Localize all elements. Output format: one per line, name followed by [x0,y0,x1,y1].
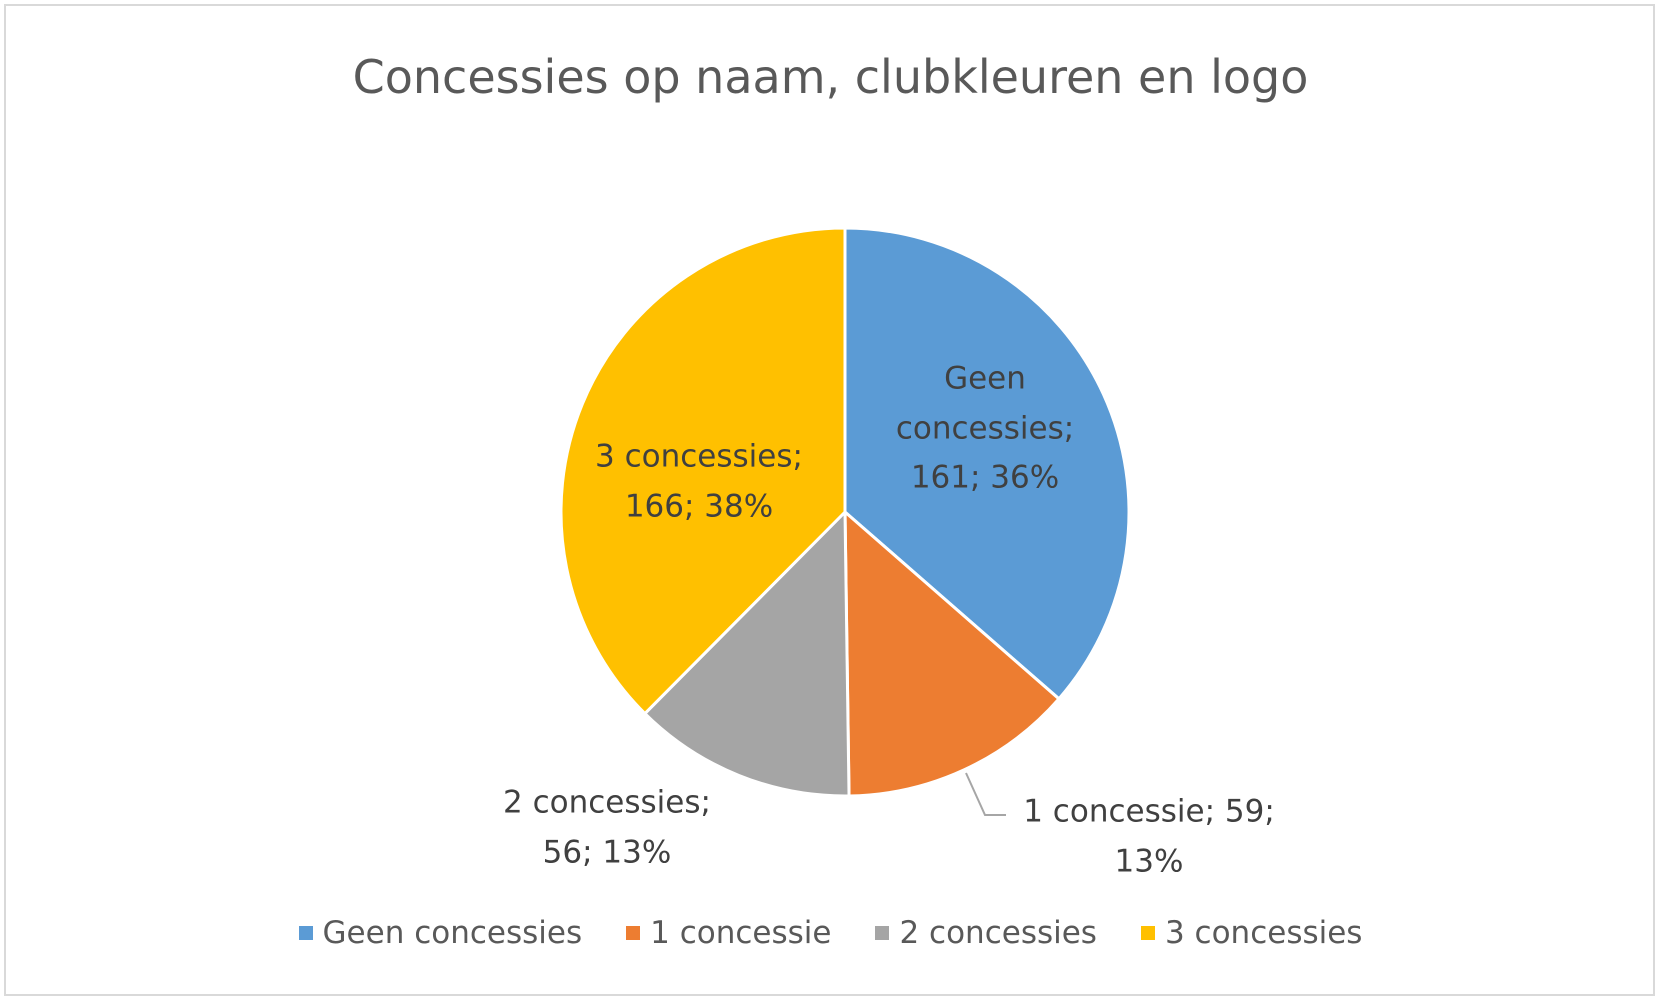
legend: Geen concessies 1 concessie 2 concessies 3 … [0,915,1661,951]
pie-slice [843,508,1062,798]
legend-swatch [626,926,641,940]
pie-slice [559,226,847,716]
data-label: 3 concessies; 166; 38% [595,438,803,524]
data-label: 2 concessies; 56; 13% [503,784,711,870]
legend-item: 2 concessies [875,915,1097,951]
legend-item: Geen concessies [298,915,583,951]
legend-item: 3 concessies [1140,915,1363,951]
legend-swatch [1140,926,1155,940]
pie-slice [843,226,1131,701]
legend-item: 1 concessie [626,915,831,951]
leader-line [965,772,1006,816]
data-label: Geen concessies; 161; 36% [895,360,1075,496]
chart-title: Concessies op naam, clubkleuren en logo [352,50,1309,104]
data-label: 1 concessie; 59; 13% [1023,793,1275,879]
legend-label: 3 concessies [1164,915,1363,951]
legend-label: 1 concessie [650,915,832,951]
legend-swatch [875,926,890,940]
chart-frame [4,4,1655,996]
pie-slice [642,508,851,798]
legend-label: Geen concessies [322,915,583,951]
legend-label: 2 concessies [899,915,1097,951]
legend-swatch [298,926,313,940]
